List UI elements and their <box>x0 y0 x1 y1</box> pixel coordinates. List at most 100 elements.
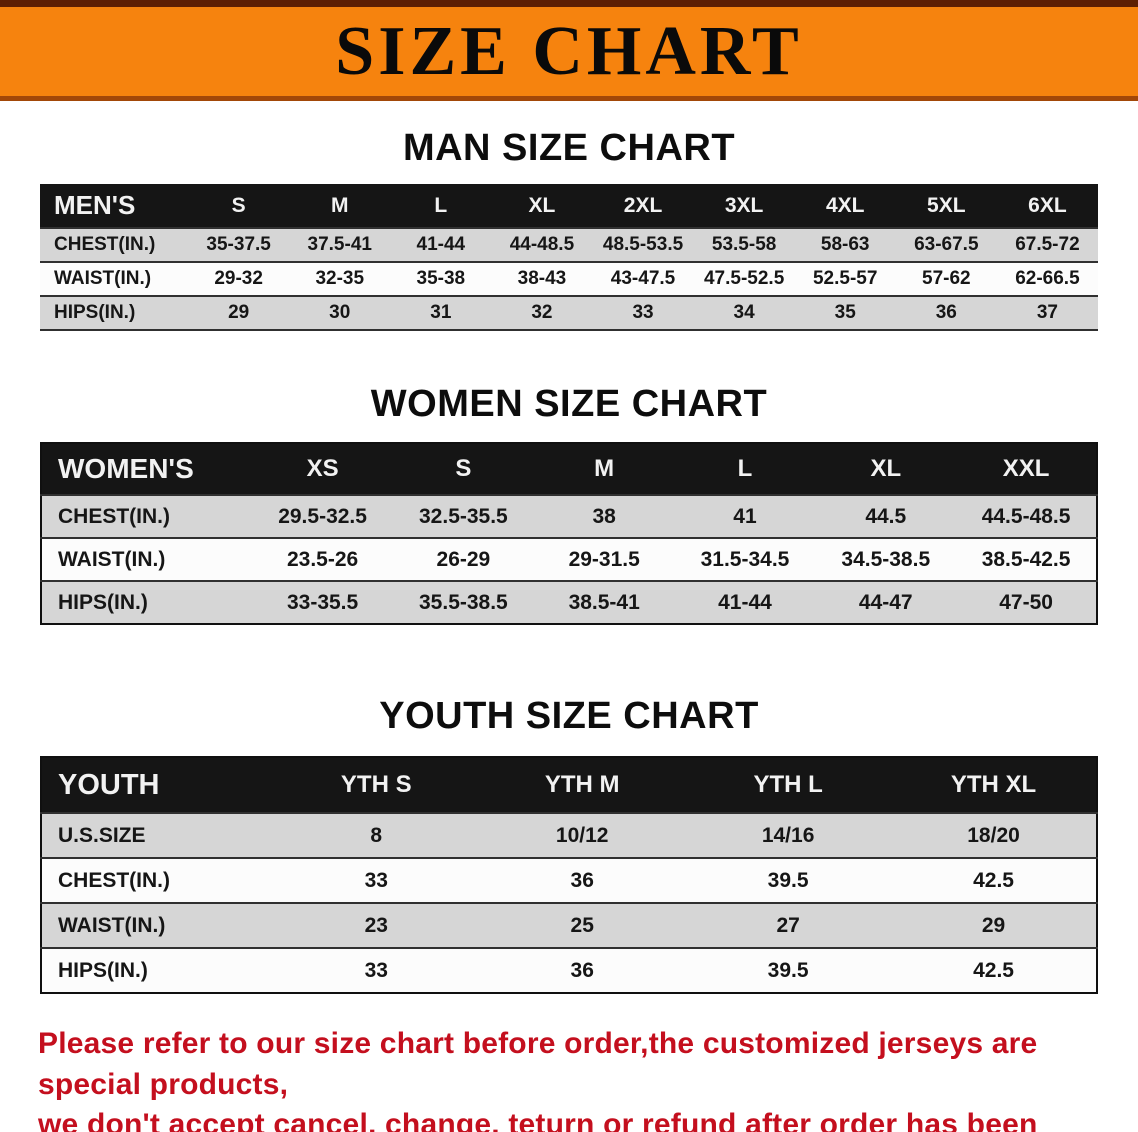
table-cell: 67.5-72 <box>1015 234 1080 255</box>
row-label: U.S.SIZE <box>58 823 146 847</box>
men-col-header-5xl: 5XL <box>927 193 966 217</box>
table-cell: 29-31.5 <box>568 547 640 571</box>
row-label: CHEST(IN.) <box>54 234 156 255</box>
row-label: CHEST(IN.) <box>58 504 170 528</box>
youth-section-heading: YOUTH SIZE CHART <box>379 695 759 737</box>
men-hips-row: HIPS(IN.) 29 30 31 32 33 34 35 36 37 <box>40 296 1098 330</box>
table-cell: 29 <box>981 913 1006 937</box>
men-col-header-4xl: 4XL <box>825 193 865 217</box>
table-cell: 41 <box>733 504 757 528</box>
table-cell: 38-43 <box>517 268 567 289</box>
table-cell: 29 <box>228 302 250 323</box>
youth-col-header-xl: YTH XL <box>950 771 1037 798</box>
youth-chest-row: CHEST(IN.) 33 36 39.5 42.5 <box>41 858 1097 903</box>
table-cell: 63-67.5 <box>914 234 979 255</box>
women-col-header-m: M <box>594 455 615 482</box>
table-cell: 47-50 <box>999 590 1053 614</box>
table-cell: 8 <box>370 823 383 847</box>
table-cell: 44-48.5 <box>509 234 575 255</box>
men-section: MAN SIZE CHART MEN'S S M L XL 2XL 3XL 4X… <box>0 127 1138 331</box>
men-col-header-2xl: 2XL <box>623 193 663 217</box>
women-hips-row: HIPS(IN.) 33-35.5 35.5-38.5 38.5-41 41-4… <box>41 581 1097 624</box>
women-col-header-l: L <box>737 455 753 482</box>
row-label: WAIST(IN.) <box>54 268 152 289</box>
women-col-header-xl: XL <box>870 455 902 482</box>
table-cell: 52.5-57 <box>812 268 878 289</box>
table-cell: 37.5-41 <box>307 234 372 255</box>
youth-ussize-row: U.S.SIZE 8 10/12 14/16 18/20 <box>41 813 1097 858</box>
table-cell: 23.5-26 <box>286 547 359 571</box>
table-cell: 14/16 <box>761 823 815 847</box>
table-cell: 31 <box>430 302 452 323</box>
table-cell: 33 <box>364 868 388 892</box>
table-cell: 47.5-52.5 <box>703 268 785 289</box>
table-cell: 37 <box>1036 302 1058 323</box>
footer-note-line2: we don't accept cancel, change, teturn o… <box>38 1108 1038 1132</box>
footer-note: Please refer to our size chart before or… <box>38 1024 1100 1132</box>
table-cell: 38.5-42.5 <box>981 547 1071 571</box>
youth-hips-row: HIPS(IN.) 33 36 39.5 42.5 <box>41 948 1097 993</box>
table-cell: 26-29 <box>436 547 491 571</box>
table-cell: 32.5-35.5 <box>419 504 508 528</box>
title-banner: SIZE CHART <box>0 0 1138 101</box>
footer-note-line1: Please refer to our size chart before or… <box>38 1027 1038 1101</box>
men-header-row: MEN'S S M L XL 2XL 3XL 4XL 5XL 6XL <box>40 184 1098 228</box>
women-waist-row: WAIST(IN.) 23.5-26 26-29 29-31.5 31.5-34… <box>41 538 1097 581</box>
table-cell: 29-32 <box>214 268 263 289</box>
table-cell: 10/12 <box>555 823 609 847</box>
table-cell: 48.5-53.5 <box>602 234 684 255</box>
men-waist-row: WAIST(IN.) 29-32 32-35 35-38 38-43 43-47… <box>40 262 1098 296</box>
table-cell: 44.5-48.5 <box>981 504 1071 528</box>
men-col-header-xl: XL <box>528 193 556 217</box>
table-cell: 41-44 <box>718 590 772 614</box>
women-col-header-s: S <box>455 455 472 482</box>
women-size-table: WOMEN'S XS S M L XL XXL CHEST(IN.) 29.5-… <box>40 442 1098 625</box>
table-cell: 33-35.5 <box>286 590 359 614</box>
row-label: CHEST(IN.) <box>58 868 170 892</box>
table-cell: 23 <box>364 913 388 937</box>
table-cell: 25 <box>570 913 594 937</box>
youth-section: YOUTH SIZE CHART YOUTH YTH S YTH M YTH L… <box>0 695 1138 994</box>
table-cell: 33 <box>364 958 388 982</box>
table-cell: 58-63 <box>820 234 870 255</box>
table-cell: 36 <box>570 868 594 892</box>
table-cell: 33 <box>632 302 654 323</box>
table-cell: 34 <box>733 302 755 323</box>
men-col-header-s: S <box>231 193 246 217</box>
table-cell: 44-47 <box>858 590 913 614</box>
youth-col-header-l: YTH L <box>753 771 823 798</box>
table-cell: 38.5-41 <box>568 590 640 614</box>
table-cell: 18/20 <box>967 823 1020 847</box>
youth-waist-row: WAIST(IN.) 23 25 27 29 <box>41 903 1097 948</box>
women-col-header-xxl: XXL <box>1002 455 1050 482</box>
table-cell: 29.5-32.5 <box>278 504 367 528</box>
men-table-title: MEN'S <box>54 190 136 220</box>
table-cell: 39.5 <box>767 958 809 982</box>
women-section-heading: WOMEN SIZE CHART <box>370 383 768 425</box>
women-section: WOMEN SIZE CHART WOMEN'S XS S M L XL XXL <box>0 383 1138 625</box>
youth-table-title: YOUTH <box>58 768 160 801</box>
table-cell: 35 <box>834 302 856 323</box>
row-label: WAIST(IN.) <box>58 913 166 937</box>
women-chest-row: CHEST(IN.) 29.5-32.5 32.5-35.5 38 41 44.… <box>41 495 1097 538</box>
row-label: WAIST(IN.) <box>58 547 166 571</box>
men-col-header-6xl: 6XL <box>1028 193 1067 217</box>
table-cell: 43-47.5 <box>610 268 676 289</box>
men-section-heading: MAN SIZE CHART <box>402 127 736 169</box>
table-cell: 32-35 <box>315 268 365 289</box>
women-col-header-xs: XS <box>306 455 339 482</box>
row-label: HIPS(IN.) <box>58 958 148 982</box>
women-table-title: WOMEN'S <box>58 453 194 484</box>
row-label: HIPS(IN.) <box>54 302 136 323</box>
row-label: HIPS(IN.) <box>58 590 148 614</box>
table-cell: 41-44 <box>416 234 466 255</box>
table-cell: 44.5 <box>865 504 907 528</box>
women-header-row: WOMEN'S XS S M L XL XXL <box>41 443 1097 495</box>
table-cell: 57-62 <box>922 268 971 289</box>
table-cell: 42.5 <box>973 868 1014 892</box>
table-cell: 30 <box>329 302 351 323</box>
men-col-header-m: M <box>331 193 349 217</box>
table-cell: 36 <box>935 302 957 323</box>
table-cell: 36 <box>570 958 594 982</box>
youth-col-header-m: YTH M <box>544 771 620 798</box>
